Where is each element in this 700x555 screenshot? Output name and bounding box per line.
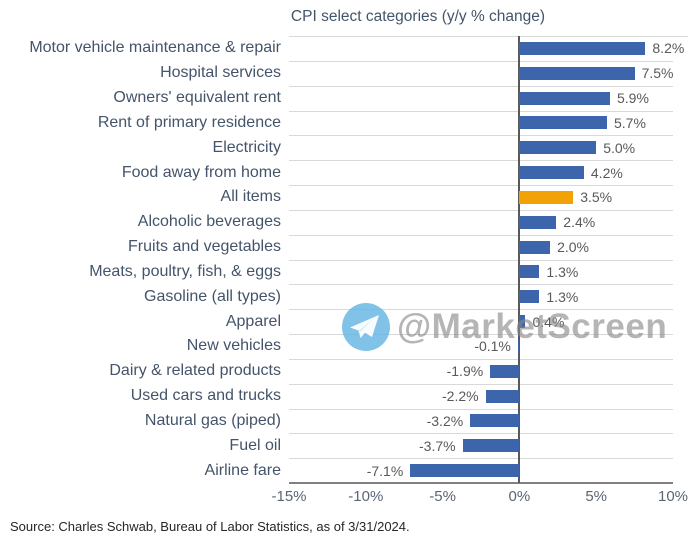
bar xyxy=(470,414,520,428)
value-label: 5.7% xyxy=(614,114,646,131)
gridline xyxy=(289,110,673,112)
gridline xyxy=(289,85,673,87)
category-label: Alcoholic beverages xyxy=(137,213,281,231)
bar xyxy=(517,339,520,353)
category-label: Hospital services xyxy=(160,64,281,82)
bar xyxy=(410,464,520,478)
chart-title: CPI select categories (y/y % change) xyxy=(290,8,546,25)
x-tick-label: 10% xyxy=(657,488,689,505)
category-label: Owners' equivalent rent xyxy=(113,89,281,107)
value-label: 8.2% xyxy=(652,40,685,57)
gridline xyxy=(289,358,673,360)
value-label: -0.1% xyxy=(474,338,511,355)
category-label: Natural gas (piped) xyxy=(144,411,281,429)
bar xyxy=(462,439,520,453)
value-label: -1.9% xyxy=(446,363,484,380)
gridline xyxy=(289,383,673,385)
gridline xyxy=(289,160,673,162)
value-label: 1.3% xyxy=(546,263,579,280)
gridline xyxy=(289,284,673,286)
gridline xyxy=(289,135,673,137)
bar xyxy=(519,41,646,55)
category-label: Fuel oil xyxy=(229,436,281,454)
x-tick-label: 0% xyxy=(508,488,531,505)
value-label: 5.9% xyxy=(617,90,649,107)
bar xyxy=(519,166,584,180)
value-label: 5.0% xyxy=(603,139,636,156)
gridline xyxy=(289,259,673,261)
x-tick-label: -10% xyxy=(348,488,384,505)
bar xyxy=(519,265,540,279)
category-label: Dairy & related products xyxy=(109,362,281,380)
gridline xyxy=(289,433,673,435)
category-label: New vehicles xyxy=(186,337,281,355)
gridline xyxy=(289,60,673,62)
gridline xyxy=(289,408,673,410)
value-label: -3.2% xyxy=(426,412,464,429)
category-label: Rent of primary residence xyxy=(97,113,281,131)
category-label: All items xyxy=(220,188,281,206)
value-label: -2.2% xyxy=(442,388,479,405)
gridline xyxy=(289,185,673,186)
x-axis-line xyxy=(289,482,673,484)
category-label: Apparel xyxy=(225,312,281,330)
value-label: 3.5% xyxy=(580,189,613,206)
bar xyxy=(490,364,520,378)
category-label: Used cars and trucks xyxy=(130,387,281,405)
bar xyxy=(519,116,607,130)
category-label: Food away from home xyxy=(121,163,281,181)
bar xyxy=(519,91,610,105)
category-label: Electricity xyxy=(212,138,281,156)
value-label: -7.1% xyxy=(366,462,404,479)
value-label: 2.4% xyxy=(563,214,596,231)
bar xyxy=(519,190,574,204)
bar xyxy=(519,315,526,329)
x-tick-label: -5% xyxy=(429,488,456,505)
category-label: Gasoline (all types) xyxy=(144,287,281,305)
gridline xyxy=(289,234,673,236)
bar xyxy=(519,215,557,229)
value-label: 7.5% xyxy=(641,65,674,82)
x-tick-label: -15% xyxy=(271,488,307,505)
category-label: Airline fare xyxy=(204,461,281,479)
category-label: Meats, poultry, fish, & eggs xyxy=(89,262,281,280)
value-label: 1.3% xyxy=(546,288,579,305)
gridline xyxy=(289,334,673,335)
bar xyxy=(519,240,551,254)
gridline xyxy=(289,36,688,37)
source-note: Source: Charles Schwab, Bureau of Labor … xyxy=(10,519,410,534)
bar xyxy=(485,389,520,403)
bar xyxy=(519,141,597,155)
zero-baseline xyxy=(518,36,521,483)
category-label: Fruits and vegetables xyxy=(128,238,281,256)
value-label: 0.4% xyxy=(532,313,565,330)
gridline xyxy=(289,458,673,460)
gridline xyxy=(289,309,673,311)
gridline xyxy=(289,209,673,211)
bar xyxy=(519,66,635,80)
value-label: 2.0% xyxy=(557,239,590,256)
x-tick-label: 5% xyxy=(585,488,608,505)
value-label: -3.7% xyxy=(419,437,456,454)
bar xyxy=(519,290,540,304)
category-label: Motor vehicle maintenance & repair xyxy=(29,39,281,57)
value-label: 4.2% xyxy=(590,164,623,181)
